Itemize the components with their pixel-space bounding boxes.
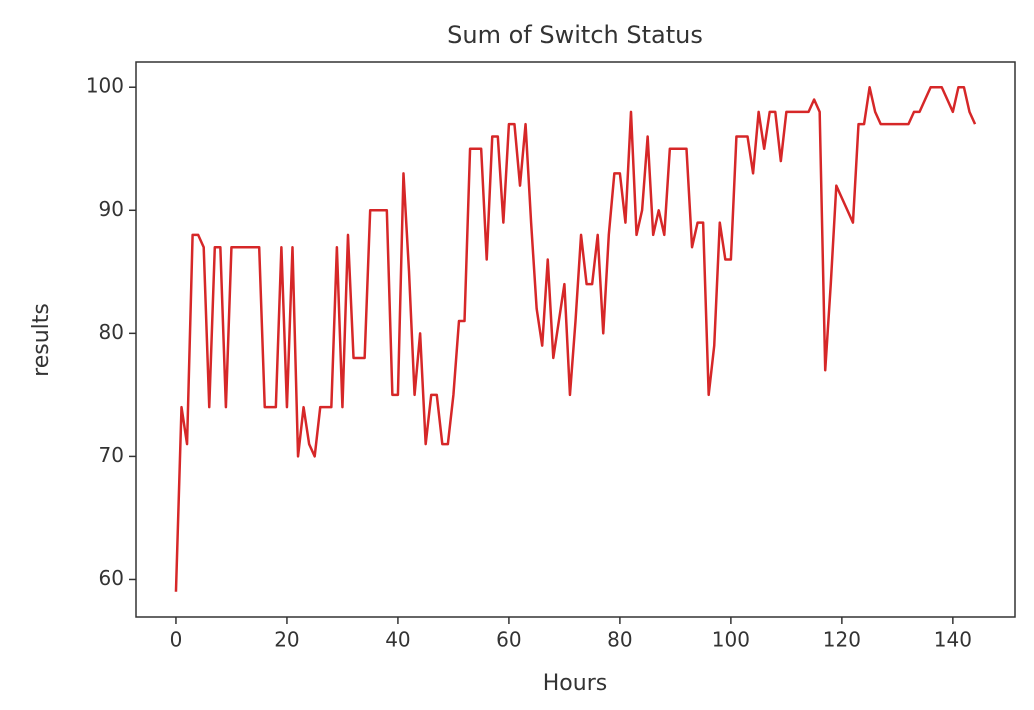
x-tick-label: 140 bbox=[934, 628, 972, 652]
y-axis-label: results bbox=[29, 303, 54, 377]
y-tick-label: 70 bbox=[99, 443, 124, 467]
x-axis-label: Hours bbox=[543, 671, 607, 696]
plot-frame bbox=[135, 61, 1016, 618]
x-tick-label: 80 bbox=[607, 628, 632, 652]
x-tick-label: 40 bbox=[385, 628, 410, 652]
y-tick-label: 60 bbox=[99, 566, 124, 590]
x-tick-label: 120 bbox=[823, 628, 861, 652]
y-tick-label: 100 bbox=[86, 74, 124, 98]
chart-title: Sum of Switch Status bbox=[447, 21, 703, 49]
y-tick-label: 80 bbox=[99, 320, 124, 344]
x-tick-label: 20 bbox=[274, 628, 299, 652]
x-tick-label: 60 bbox=[496, 628, 521, 652]
x-tick-label: 0 bbox=[170, 628, 183, 652]
y-tick-label: 90 bbox=[99, 197, 124, 221]
data-line bbox=[174, 85, 977, 592]
x-tick-label: 100 bbox=[712, 628, 750, 652]
